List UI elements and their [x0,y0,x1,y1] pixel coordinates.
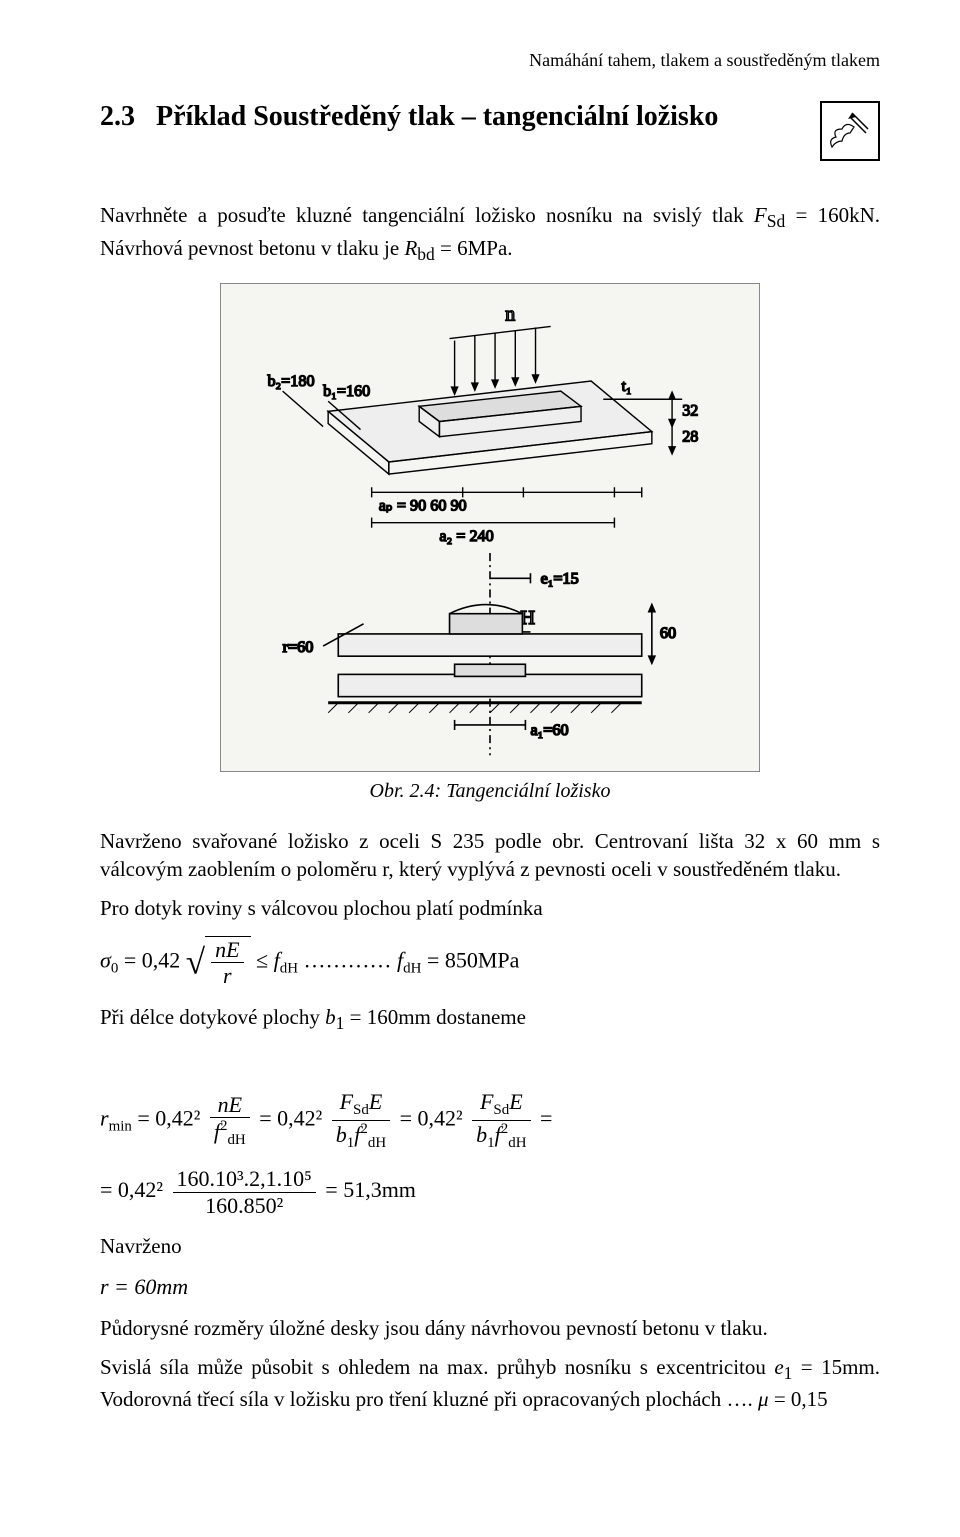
eq2-t2-num: FSdE [332,1089,390,1120]
fsd-sub: Sd [767,211,785,231]
eq2-t3-num-E: E [509,1089,522,1114]
equation-1: σ0 = 0,42 √nEr ≤ fdH ………… fdH = 850MPa [100,936,880,989]
body-p3: Při délce dotykové plochy b1 = 160mm dos… [100,1003,880,1036]
fig-label-a1: a₁=60 [530,722,568,739]
p6-eeq: = 15mm [792,1355,874,1379]
rbd-sub: bd [417,244,435,264]
eq1-num: nE [211,937,243,963]
eq2-t3-num-F: F [480,1089,493,1114]
figure-box: n b₂=180 b₁=160 t₁ 32 28 aₚ = 90 60 90 [220,283,760,772]
eq1-rhs: = 850MPa [421,947,519,972]
eq2-t3-den-fsub: dH [508,1135,526,1151]
eq1-le: ≤ [256,947,274,972]
figure-caption: Obr. 2.4: Tangenciální ložisko [100,780,880,803]
p6-e: e [774,1355,783,1379]
fig-label-e1: e₁=15 [541,570,579,587]
eq2-t2-num-Fsub: Sd [353,1103,369,1119]
fig-label-t1: t₁ [621,378,631,395]
p6-mueq: = 0,15 [769,1387,828,1411]
body-p4: Navrženo [100,1232,880,1260]
eq1-sqrt: nEr [205,936,250,989]
eq2-r: r [100,1106,109,1131]
pencil-icon [820,101,880,161]
rbd-symbol: R [404,236,417,260]
eq2-t3-den-b1: 1 [487,1135,494,1151]
fig-label-h60: 60 [660,625,676,642]
section-number: 2.3 [100,101,135,132]
eq2-t1-num: nE [210,1092,250,1118]
eq1-sigma: σ [100,947,111,972]
problem-statement: Navrhněte a posuďte kluzné tangenciální … [100,201,880,267]
p3-b1: b [325,1005,336,1029]
eq2-t1-den: f2dH [210,1118,250,1149]
eq3-num: 160.10³.2,1.10⁵ [173,1166,316,1192]
running-header: Namáhání tahem, tlakem a soustředěným tl… [100,50,880,71]
body-p6: Svislá síla může působit s ohledem na ma… [100,1353,880,1414]
problem-period: . [507,236,512,260]
equation-3: = 0,42² 160.10³.2,1.10⁵160.850² = 51,3mm [100,1166,880,1218]
section-title: 2.3 Příklad Soustředěný tlak – tangenciá… [100,101,718,133]
eq2-last: = [540,1106,552,1131]
eq2-b: = 0,42² [259,1106,328,1131]
eq2-rmin: min [109,1119,132,1135]
eq2-t3-num-Fsub: Sd [493,1103,509,1119]
rbd-eq: = 6MPa [435,236,508,260]
p6-a: Svislá síla může působit s ohledem na ma… [100,1355,774,1379]
p3-a: Při délce dotykové plochy [100,1005,325,1029]
eq2-t2-den-fsub: dH [368,1135,386,1151]
fig-label-a2: a₂ = 240 [439,527,493,544]
problem-intro1: Navrhněte a posuďte kluzné tangenciální … [100,203,754,227]
fig-label-r60: r=60 [283,639,314,656]
fsd-eq: = 160kN [785,203,875,227]
fig-label-ap: aₚ = 90 60 90 [379,497,467,514]
fig-label-28: 28 [682,428,698,445]
p3-b: dostaneme [431,1005,526,1029]
fsd-symbol: F [754,203,767,227]
eq1-f2sub: dH [403,961,421,977]
fig-label-b2: b₂=180 [267,373,314,390]
eq2-a: = 0,42² [132,1106,206,1131]
eq2-t3-den-b: b [476,1122,487,1147]
eq2-t2-den: b1f2dH [332,1121,390,1152]
sqrt-sign-icon: √ [186,942,205,981]
eq1-den: r [211,963,243,988]
fig-label-b1: b₁=160 [323,383,370,400]
eq1-dots: ………… [304,947,398,972]
eq1-pre: = 0,42 [118,947,180,972]
eq3-den: 160.850² [173,1193,316,1218]
eq1-fsub: dH [280,961,298,977]
title-row: 2.3 Příklad Soustředěný tlak – tangenciá… [100,101,880,161]
eq2-c: = 0,42² [400,1106,469,1131]
body-p5: Půdorysné rozměry úložné desky jsou dány… [100,1314,880,1342]
eq3-res: = 51,3mm [325,1177,416,1202]
equation-4: r = 60mm [100,1274,880,1300]
eq2-t3-num: FSdE [472,1089,530,1120]
p3-b1eq: = 160mm [344,1005,431,1029]
eq2-t2-num-E: E [369,1089,382,1114]
body-p1: Navrženo svařované ložisko z oceli S 235… [100,827,880,884]
body-p2: Pro dotyk roviny s válcovou plochou plat… [100,894,880,922]
section-title-text: Příklad Soustředěný tlak – tangenciální … [156,101,718,132]
eq2-t3-den: b1f2dH [472,1121,530,1152]
p6-mu: μ [758,1387,769,1411]
eq2-t1-den-sub: dH [227,1133,245,1149]
fig-label-n: n [505,303,515,325]
eq2-t2-den-b: b [336,1122,347,1147]
fig-label-32: 32 [682,402,698,419]
eq2-t2-num-F: F [340,1089,353,1114]
eq3-pre: = 0,42² [100,1177,169,1202]
equation-2: rmin = 0,42² nEf2dH = 0,42² FSdEb1f2dH =… [100,1089,880,1152]
figure-svg: n b₂=180 b₁=160 t₁ 32 28 aₚ = 90 60 90 [227,290,753,765]
